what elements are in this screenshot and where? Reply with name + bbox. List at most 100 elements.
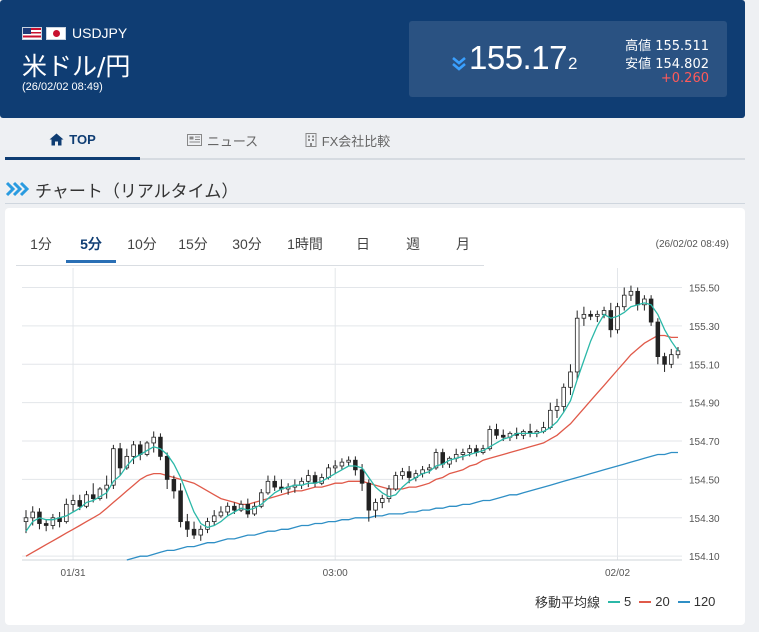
triple-chevron-icon [5,181,30,197]
candle-up [111,448,116,486]
candle-up [675,350,681,356]
building-icon [305,133,317,147]
candle-down [635,290,640,306]
tab-top-label: TOP [69,132,96,147]
chart-panel: 1分 5分 10分 15分 30分 1時間 日 週 月 (26/02/02 08… [5,208,745,625]
candle-up [400,471,405,476]
ma20-line [25,334,678,557]
candle-down [164,455,170,480]
down-chevron-icon [452,57,466,71]
candle-up [561,386,566,407]
candle-up [568,371,573,388]
x-tick-label: 01/31 [61,568,86,579]
candle-up [131,444,136,457]
candle-down [655,321,661,357]
candle-up [64,503,69,523]
candle-up [151,436,156,444]
x-tick-label: 03:00 [323,568,348,579]
us-flag-icon [22,26,42,40]
period-1min[interactable]: 1分 [30,236,52,252]
candle-up [487,429,493,450]
section-title: チャート（リアルタイム） [35,181,239,202]
candle-up [104,484,109,490]
candle-down [440,452,445,465]
period-5min[interactable]: 5分 [66,230,116,263]
candle-up [252,505,257,515]
tab-fx-label: FX会社比較 [321,133,391,149]
period-30min[interactable]: 30分 [232,236,262,252]
candle-down [171,479,177,492]
candle-up [379,498,385,503]
candle-up [346,459,351,463]
legend-ma5: 5 [608,594,631,609]
candle-up [50,517,56,526]
candle-up [265,480,271,494]
tab-news-label: ニュース [206,133,259,149]
candle-down [366,482,372,511]
period-week[interactable]: 週 [406,236,420,252]
candle-up [70,500,76,505]
candle-down [312,475,318,484]
tab-top[interactable]: TOP [5,122,140,160]
japan-flag-icon [46,26,66,40]
legend-ma120: 120 [677,594,715,609]
candle-up [23,517,29,523]
candle-up [211,515,217,523]
candle-up [144,442,150,455]
quote-datetime: (26/02/02 08:49) [22,81,103,93]
candle-down [117,448,123,469]
candle-down [608,310,614,331]
candle-up [628,290,634,296]
moving-average-legend: 移動平均線 5 20 120 [535,592,715,611]
rate-header: USDJPY 米ドル/円 (26/02/02 08:49) 155.172 高値… [0,0,745,118]
period-15min[interactable]: 15分 [178,236,208,252]
period-1hour[interactable]: 1時間 [287,236,323,252]
candle-up [615,306,620,331]
pair-code: USDJPY [72,25,128,41]
candle-down [359,469,365,484]
period-month[interactable]: 月 [456,236,470,252]
candle-down [191,528,197,536]
tab-fx-comparison[interactable]: FX会社比較 [280,122,415,158]
candle-up [621,294,627,308]
x-tick-label: 02/02 [605,568,630,579]
pair-name: 米ドル/円 [22,52,131,81]
candle-up [548,409,553,428]
candle-up [427,467,432,471]
candle-up [460,452,466,455]
ma120-line [126,451,678,561]
y-tick-label: 155.10 [689,360,720,371]
candle-down [272,480,277,488]
period-10min[interactable]: 10分 [127,236,157,252]
y-tick-label: 154.90 [689,399,720,410]
candle-up [393,475,398,490]
period-day[interactable]: 日 [356,236,370,252]
current-price: 155.172 [469,39,577,76]
candle-down [406,471,412,478]
candle-up [467,448,472,453]
candle-down [662,356,667,365]
y-tick-label: 155.30 [689,322,720,333]
newspaper-icon [186,134,202,146]
candle-up [386,488,392,499]
candle-up [339,461,345,467]
current-price-pip: 2 [567,54,577,73]
candle-up [225,505,230,513]
ma5-line [25,302,679,532]
candle-down [500,434,506,438]
candle-down [588,313,593,317]
candle-up [238,503,244,511]
legend-label: 移動平均線 [535,595,601,610]
candle-down [158,436,163,457]
y-tick-label: 154.30 [689,514,720,525]
candlestick-chart: 155.50 155.30 155.10 154.90 154.70 154.50 154.… [22,268,720,579]
candle-up [373,502,378,511]
candle-down [90,494,96,499]
price-box: 155.172 高値 155.511 安値 154.802 +0.260 [409,21,727,97]
candle-down [43,523,49,526]
candle-up [595,313,600,317]
y-tick-label: 154.50 [689,475,720,486]
candle-up [198,528,204,536]
tab-news[interactable]: ニュース [155,122,290,158]
candle-up [433,452,439,469]
